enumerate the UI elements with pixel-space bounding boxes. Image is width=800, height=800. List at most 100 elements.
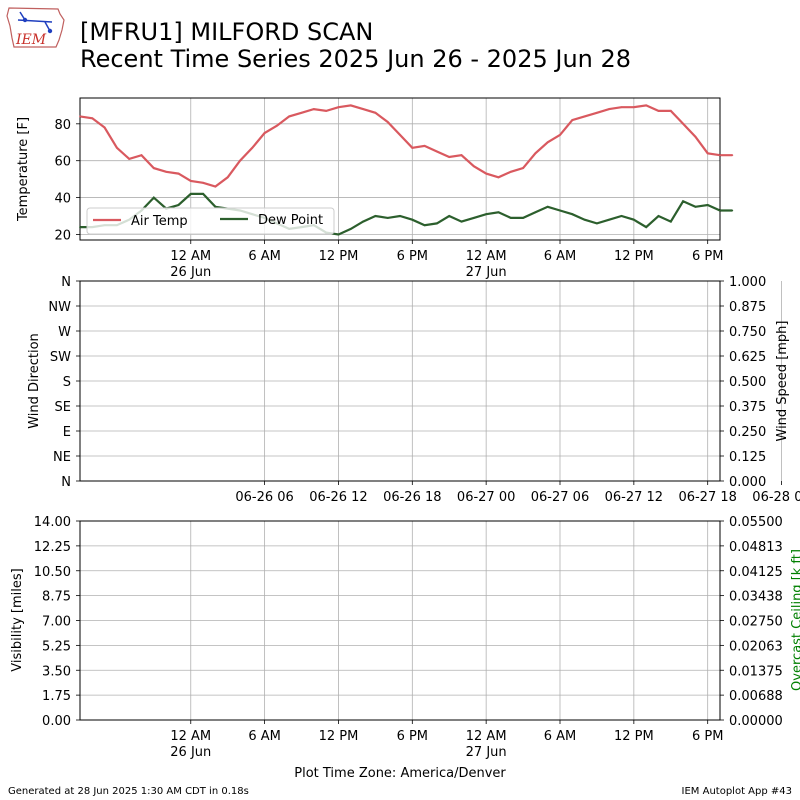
logo-station-dot bbox=[22, 17, 28, 23]
chart-subtitle: Recent Time Series 2025 Jun 26 - 2025 Ju… bbox=[80, 45, 631, 73]
visibility-x-tick-label: 12 PM bbox=[614, 729, 654, 744]
air-temp-point bbox=[312, 108, 315, 110]
air-temp-point bbox=[288, 115, 291, 118]
dew-point-point bbox=[485, 213, 488, 216]
temperature-y-tick-label: 40 bbox=[54, 192, 71, 207]
visibility-x-tick-date: 26 Jun bbox=[170, 745, 211, 760]
temperature-x-tick-date: 27 Jun bbox=[466, 265, 507, 280]
dew-point-point bbox=[460, 220, 463, 223]
dew-point-point bbox=[472, 216, 475, 219]
visibility-tick-label: 10.50 bbox=[34, 565, 71, 580]
visibility-grid bbox=[80, 520, 720, 721]
temperature-x-tick-label: 6 AM bbox=[248, 249, 281, 264]
air-temp-point bbox=[91, 117, 94, 120]
visibility-tick-label: 8.75 bbox=[42, 590, 71, 605]
visibility-tick-label: 12.25 bbox=[34, 540, 71, 555]
legend-air-temp-label: Air Temp bbox=[131, 214, 188, 229]
air-temp-point bbox=[706, 152, 709, 155]
air-temp-point bbox=[583, 115, 586, 118]
dew-point-point bbox=[399, 215, 401, 217]
dew-point-point bbox=[189, 192, 192, 195]
dew-point-point bbox=[79, 226, 81, 228]
dew-point-point bbox=[436, 222, 438, 225]
visibility-tick-label: 7.00 bbox=[42, 615, 71, 630]
air-temp-point bbox=[522, 167, 524, 169]
temperature-x-tick-label: 12 AM bbox=[466, 249, 507, 264]
dew-point-point bbox=[571, 213, 574, 216]
wind-direction-tick-label: N bbox=[61, 275, 71, 290]
visibility-panel: 14.0012.2510.508.757.005.253.501.750.00 … bbox=[10, 515, 800, 781]
dew-point-point bbox=[337, 233, 340, 236]
air-temp-point bbox=[645, 104, 648, 107]
dew-point-point bbox=[534, 211, 537, 214]
ceiling-tick-label: 0.02063 bbox=[729, 639, 783, 654]
air-temp-point bbox=[731, 154, 734, 157]
air-temp-point bbox=[632, 106, 635, 109]
air-temp-point bbox=[620, 106, 623, 109]
air-temp-point bbox=[534, 152, 537, 155]
temperature-x-tick-label: 6 PM bbox=[692, 249, 723, 264]
wind-x-tick-label: 06-26 18 bbox=[383, 490, 441, 505]
visibility-x-tick-label: 6 AM bbox=[248, 729, 281, 744]
ceiling-tick-label: 0.03438 bbox=[729, 590, 783, 605]
ceiling-y-label: Overcast Ceiling [k ft] bbox=[790, 549, 800, 691]
wind-direction-tick-label: SW bbox=[50, 350, 71, 365]
temperature-x-tick-label: 12 AM bbox=[170, 249, 211, 264]
dew-point-point bbox=[423, 224, 426, 227]
air-temp-point bbox=[472, 165, 475, 168]
dew-point-point bbox=[546, 205, 549, 208]
wind-speed-tick-label: 0.375 bbox=[729, 400, 766, 415]
wind-direction-tick-label: S bbox=[63, 375, 71, 390]
iem-logo: IEM bbox=[6, 7, 65, 48]
visibility-ticks: 14.00 12.25 10.50 8.75 7.00 5.25 3.50 1.75 0.00 bbox=[34, 515, 80, 729]
air-temp-point bbox=[152, 167, 155, 169]
iowa-state-outline bbox=[6, 7, 65, 48]
ceiling-tick-label: 0.04813 bbox=[729, 540, 783, 555]
dew-point-point bbox=[509, 216, 512, 219]
air-temp-point bbox=[251, 146, 254, 149]
dew-point-point bbox=[152, 196, 155, 199]
air-temp-point bbox=[657, 110, 660, 112]
visibility-y-label: Visibility [miles] bbox=[10, 568, 25, 671]
wind-speed-tick-label: 0.875 bbox=[729, 300, 766, 315]
wind-x-tick-label: 06-27 12 bbox=[605, 490, 663, 505]
visibility-x-tick-date: 27 Jun bbox=[466, 745, 507, 760]
visibility-x-tick-label: 6 PM bbox=[397, 729, 428, 744]
air-temp-point bbox=[448, 156, 451, 158]
footer-app: IEM Autoplot App #43 bbox=[682, 786, 792, 797]
logo-text: IEM bbox=[15, 32, 47, 48]
dew-point-point bbox=[522, 216, 524, 219]
temperature-x-tick-label: 12 PM bbox=[614, 249, 654, 264]
dew-point-point bbox=[497, 211, 500, 214]
ceiling-tick-label: 0.02750 bbox=[729, 615, 783, 630]
air-temp-point bbox=[460, 154, 463, 157]
air-temp-point bbox=[239, 159, 241, 162]
air-temp-point bbox=[596, 111, 598, 114]
dew-point-point bbox=[731, 209, 734, 212]
dew-point-point bbox=[645, 226, 648, 228]
visibility-tick-label: 14.00 bbox=[34, 515, 71, 530]
chart-title: [MFRU1] MILFORD SCAN bbox=[80, 18, 373, 46]
wind-speed-tick-label: 0.500 bbox=[729, 375, 766, 390]
ceiling-ticks: 0.05500 0.04813 0.04125 0.03438 0.02750 0.020… bbox=[720, 515, 783, 729]
air-temp-point bbox=[571, 119, 574, 122]
air-temp-point bbox=[436, 150, 438, 153]
wind-direction-tick-label: W bbox=[58, 325, 71, 340]
air-temp-point bbox=[386, 121, 389, 123]
footer-generated: Generated at 28 Jun 2025 1:30 AM CDT in … bbox=[8, 786, 249, 797]
air-temp-point bbox=[374, 111, 377, 114]
air-temp-point bbox=[300, 111, 303, 114]
visibility-x-tick-label: 6 AM bbox=[544, 729, 577, 744]
dew-point-point bbox=[682, 200, 684, 203]
wind-x-tick-label: 06-28 00 bbox=[752, 490, 800, 505]
dew-point-point bbox=[706, 204, 709, 206]
wind-speed-tick-label: 1.000 bbox=[729, 275, 766, 290]
wind-direction-tick-label: NW bbox=[48, 300, 71, 315]
x-axis-label: Plot Time Zone: America/Denver bbox=[294, 766, 506, 781]
wind-x-ticks: 06-26 06 06-26 12 06-26 18 06-27 00 06-27 06… bbox=[235, 481, 800, 505]
air-temp-point bbox=[509, 170, 512, 173]
temperature-y-ticks: 20 40 60 80 bbox=[54, 118, 80, 243]
visibility-tick-label: 0.00 bbox=[42, 714, 71, 729]
visibility-tick-label: 3.50 bbox=[42, 664, 71, 679]
